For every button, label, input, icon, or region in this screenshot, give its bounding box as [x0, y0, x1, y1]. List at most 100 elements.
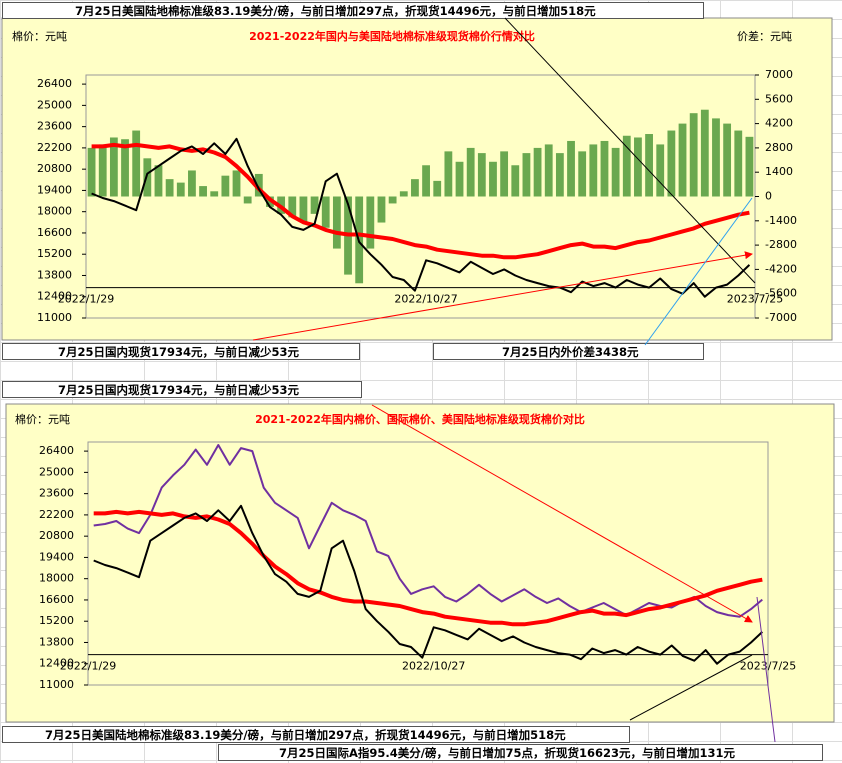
y-tick-label: 25000: [39, 465, 74, 478]
bar: [567, 140, 575, 197]
y-tick-label: 12400: [37, 290, 72, 303]
y2-tick-label: 4200: [765, 117, 793, 130]
y2-tick-label: -7000: [765, 311, 797, 324]
y2-tick-label: 1400: [765, 165, 793, 178]
bar: [489, 161, 497, 197]
bar: [132, 130, 141, 197]
chart-title: 2021-2022年国内与美国陆地棉标准级现货棉价行情对比: [249, 29, 535, 43]
y-tick-label: 18000: [37, 205, 72, 218]
chart-title: 2021-2022年国内棉价、国际棉价、美国陆地标准级现货棉价对比: [255, 412, 585, 426]
bar: [622, 135, 631, 197]
bar: [600, 140, 609, 197]
bar: [109, 137, 118, 197]
x-tick-label: 2022/10/27: [402, 660, 465, 673]
line: [93, 504, 763, 665]
bar: [165, 179, 174, 197]
y-tick-label: 12400: [39, 657, 74, 670]
y-axis-label: 棉价：元吨: [12, 29, 67, 43]
y2-tick-label: 5600: [765, 92, 793, 105]
y-tick-label: 23600: [37, 120, 72, 133]
text-box: 7月25日国内现货17934元，与前日减少53元: [2, 343, 360, 360]
y-tick-label: 11000: [39, 678, 74, 691]
y-tick-label: 15200: [39, 614, 74, 627]
x-tick-label: 2023/7/25: [740, 660, 796, 673]
y2-tick-label: -1400: [765, 214, 797, 227]
bar: [522, 153, 531, 197]
bar: [210, 191, 219, 197]
bar: [188, 170, 196, 197]
bar: [700, 109, 709, 197]
x-tick-label: 2022/1/29: [60, 660, 116, 673]
bar: [310, 196, 319, 214]
y-tick-label: 20800: [37, 162, 72, 175]
y2-tick-label: 2800: [765, 141, 793, 154]
y-tick-label: 15200: [37, 247, 72, 260]
bar: [243, 196, 252, 204]
bar: [399, 191, 408, 197]
y-tick-label: 22200: [39, 508, 74, 521]
x-tick-label: 2022/1/29: [58, 293, 114, 306]
bar: [667, 130, 676, 197]
bar: [98, 144, 107, 197]
bar: [678, 123, 687, 197]
bar: [444, 151, 453, 197]
bar: [377, 196, 386, 223]
bar: [154, 165, 163, 197]
text-box: 7月25日美国陆地棉标准级83.19美分/磅，与前日增加297点，折现货1449…: [2, 726, 630, 743]
y-axis-label: 棉价：元吨: [15, 412, 70, 426]
bar: [254, 173, 263, 197]
bar: [221, 175, 230, 197]
bar: [388, 196, 397, 204]
text-box: 7月25日内外价差3438元: [433, 343, 704, 360]
bar: [477, 153, 486, 197]
y-tick-label: 13800: [37, 268, 72, 281]
bar: [321, 196, 330, 228]
y-tick-label: 13800: [39, 635, 74, 648]
bar: [466, 147, 475, 197]
plot-area: [85, 74, 756, 319]
y-tick-label: 18000: [39, 572, 74, 585]
bar: [634, 137, 642, 197]
text-box: 7月25日国际A指95.4美分/磅，与前日增加75点，折现货16623元，与前日…: [218, 744, 823, 761]
bar: [734, 130, 743, 197]
bar: [232, 170, 241, 197]
y-tick-label: 26400: [37, 77, 72, 90]
y-tick-label: 26400: [39, 444, 74, 457]
bar: [511, 165, 520, 197]
bar: [411, 179, 419, 197]
bar: [422, 165, 430, 197]
y2-tick-label: -4200: [765, 262, 797, 275]
bar: [121, 139, 129, 197]
x-tick-label: 2022/10/27: [394, 293, 457, 306]
bar: [199, 186, 207, 197]
bar: [366, 196, 375, 249]
bar: [433, 180, 442, 197]
y2-tick-label: -2800: [765, 238, 797, 251]
y2-tick-label: 0: [765, 190, 772, 203]
bar: [533, 147, 542, 197]
y-tick-label: 20800: [39, 529, 74, 542]
bar: [578, 151, 587, 197]
y-tick-label: 16600: [39, 593, 74, 606]
plot-area: [87, 441, 769, 686]
bar: [712, 118, 720, 197]
bar: [611, 147, 620, 197]
x-tick-label: 2023/7/25: [727, 293, 783, 306]
bar: [143, 158, 152, 197]
bar: [689, 113, 698, 197]
bar: [87, 147, 96, 197]
y-tick-label: 16600: [37, 226, 72, 239]
bar: [723, 123, 732, 197]
bar: [745, 136, 754, 197]
bar: [589, 144, 598, 197]
bar: [500, 151, 509, 197]
y2-tick-label: 7000: [765, 68, 793, 81]
bar: [656, 144, 665, 197]
y-tick-label: 11000: [37, 311, 72, 324]
y2-tick-label: -5600: [765, 287, 797, 300]
bar: [544, 144, 553, 197]
y-tick-label: 19400: [37, 183, 72, 196]
bar: [288, 196, 297, 218]
bar: [332, 196, 341, 249]
